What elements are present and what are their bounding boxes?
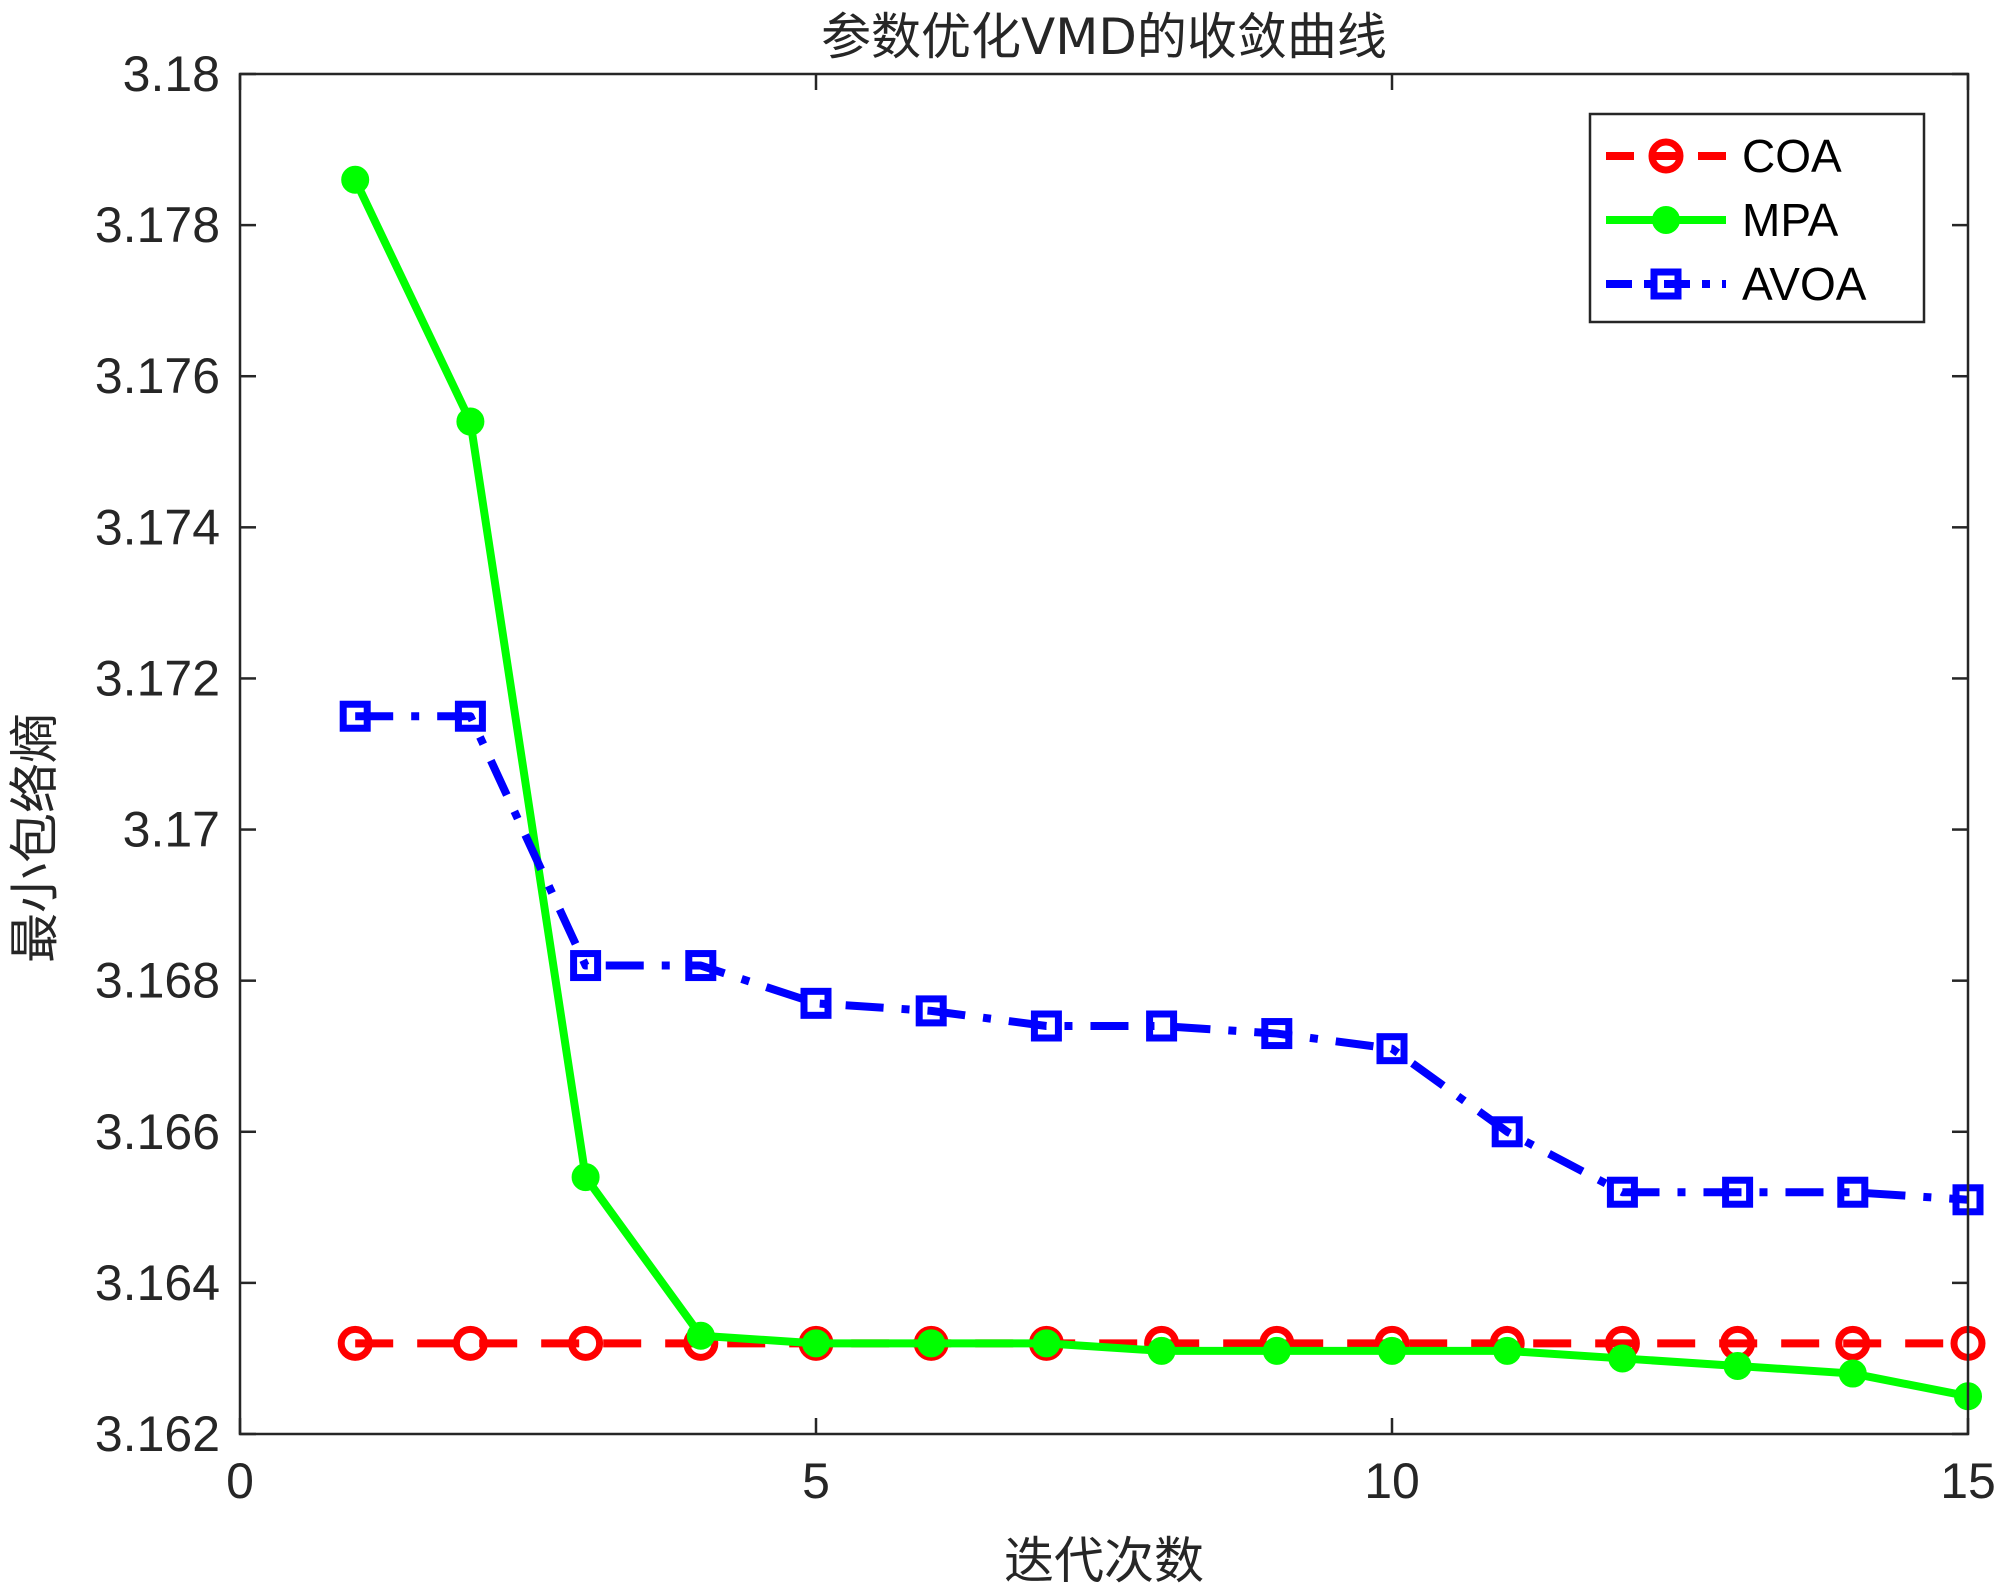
data-point-avoa (339, 700, 371, 732)
data-point-avoa (1376, 1033, 1408, 1065)
x-axis-label: 迭代次数 (1004, 1532, 1204, 1590)
x-tick-label: 10 (1364, 1453, 1420, 1509)
data-point-mpa (1378, 1336, 1406, 1365)
data-point-mpa (1032, 1329, 1061, 1358)
x-tick-label: 0 (226, 1453, 254, 1509)
y-tick-label: 3.178 (95, 197, 220, 253)
legend: COA MPA AVOA (1588, 112, 1926, 324)
data-point-coa (568, 1325, 604, 1361)
data-point-coa (452, 1325, 488, 1361)
y-tick-label: 3.174 (95, 499, 220, 555)
y-tick-label: 3.168 (95, 953, 220, 1009)
data-point-mpa (1838, 1359, 1867, 1388)
legend-label-mpa: MPA (1742, 194, 1839, 246)
data-point-mpa (686, 1321, 715, 1350)
data-point-mpa (456, 407, 485, 436)
y-tick-label: 3.166 (95, 1104, 220, 1160)
legend-label-coa: COA (1742, 130, 1842, 182)
legend-marker-avoa (1650, 268, 1682, 300)
y-axis-label: 最小包络熵 (6, 713, 64, 963)
legend-label-avoa: AVOA (1742, 258, 1867, 310)
data-point-avoa (915, 995, 947, 1027)
data-point-coa (337, 1325, 373, 1361)
data-point-avoa (1837, 1176, 1869, 1208)
y-tick-label: 3.164 (95, 1255, 220, 1311)
data-point-avoa (685, 950, 717, 982)
data-point-avoa (800, 987, 832, 1019)
data-point-mpa (341, 165, 370, 194)
data-point-avoa (1722, 1176, 1754, 1208)
data-point-avoa (570, 950, 602, 982)
data-point-avoa (1146, 1010, 1178, 1042)
chart-title: 参数优化VMD的收敛曲线 (821, 8, 1387, 66)
y-tick-label: 3.17 (123, 802, 220, 858)
y-tick-label: 3.176 (95, 348, 220, 404)
data-point-mpa (1262, 1336, 1291, 1365)
data-point-mpa (1723, 1352, 1752, 1380)
data-point-mpa (1493, 1336, 1522, 1365)
series-layer (337, 165, 1986, 1411)
y-tick-label: 3.172 (95, 650, 220, 706)
y-tick-label: 3.162 (95, 1406, 220, 1462)
x-tick-label: 15 (1940, 1453, 1996, 1509)
plot-frame (238, 72, 1970, 1436)
data-point-mpa (571, 1163, 600, 1192)
data-point-mpa (802, 1329, 830, 1358)
y-tick-label: 3.18 (123, 46, 220, 102)
data-point-avoa (1261, 1018, 1293, 1050)
series-avoa (339, 700, 1984, 1216)
data-point-mpa (1147, 1336, 1176, 1365)
data-point-avoa (1030, 1010, 1062, 1042)
data-point-avoa (1606, 1176, 1638, 1208)
data-point-avoa (454, 700, 486, 732)
series-mpa (341, 165, 1982, 1411)
series-line-avoa (355, 712, 1969, 1204)
data-point-avoa (1491, 1116, 1523, 1148)
data-point-coa (1835, 1325, 1871, 1361)
tick-layer: 0 5 10 15 3.162 3.164 3.166 3.168 3.17 3.172 3.174… (95, 46, 1996, 1509)
data-point-mpa (917, 1329, 946, 1358)
data-point-mpa (1608, 1344, 1637, 1373)
legend-marker-coa (1648, 138, 1684, 174)
x-tick-label: 5 (802, 1453, 830, 1509)
legend-marker-mpa (1652, 206, 1680, 234)
